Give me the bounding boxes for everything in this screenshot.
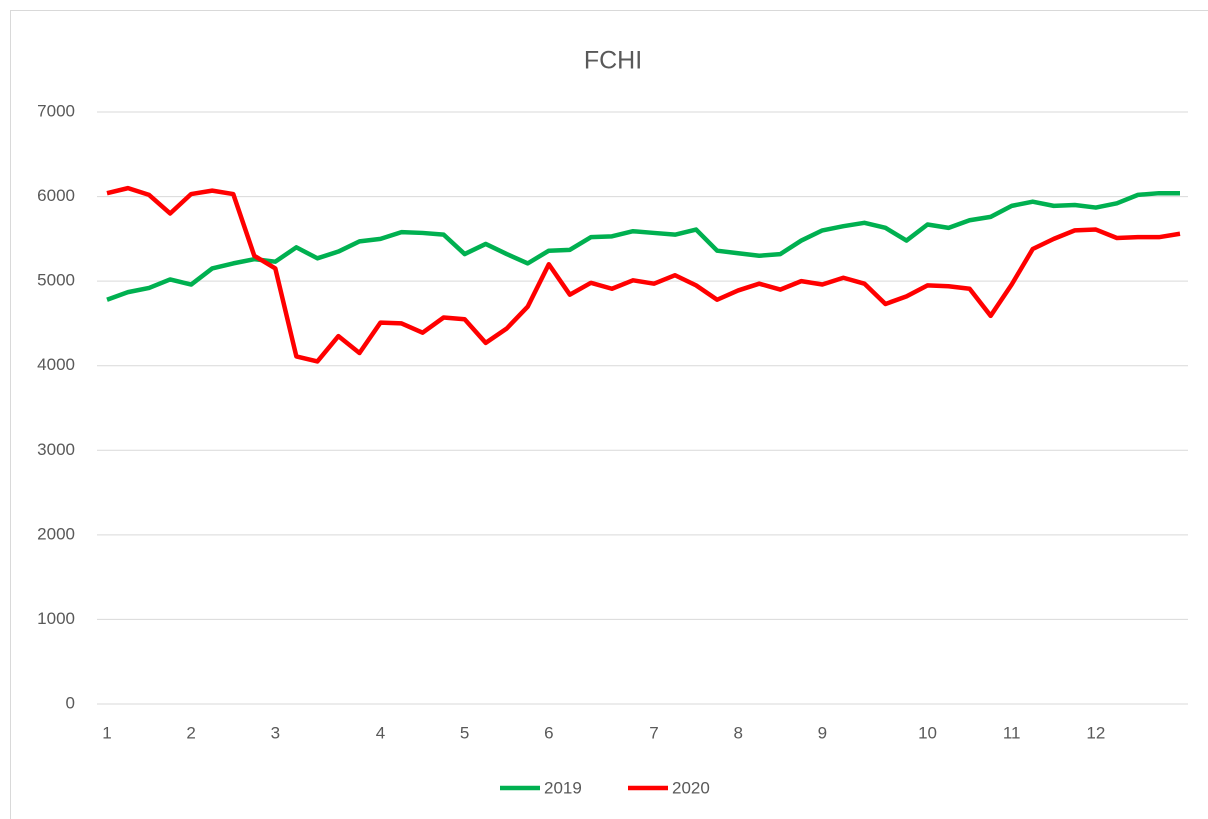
legend-label: 2020: [672, 778, 710, 797]
y-tick-label: 4000: [37, 355, 75, 374]
x-tick-label: 9: [818, 723, 827, 742]
x-tick-label: 11: [1003, 723, 1021, 742]
y-tick-label: 5000: [37, 271, 75, 290]
x-tick-label: 12: [1086, 723, 1105, 742]
x-tick-label: 7: [649, 723, 658, 742]
y-tick-label: 1000: [37, 609, 75, 628]
x-tick-label: 4: [376, 723, 385, 742]
x-tick-label: 2: [186, 723, 195, 742]
x-tick-label: 3: [271, 723, 280, 742]
y-tick-label: 2000: [37, 524, 75, 543]
legend-label: 2019: [544, 778, 582, 797]
x-tick-label: 10: [918, 723, 937, 742]
line-series: [106, 190, 1180, 302]
line-series: [106, 185, 1181, 364]
y-tick-label: 7000: [37, 101, 75, 120]
y-tick-label: 0: [66, 693, 75, 712]
x-tick-label: 5: [460, 723, 469, 742]
chart-title: FCHI: [584, 47, 642, 75]
x-tick-label: 1: [102, 723, 111, 742]
y-tick-label: 3000: [37, 440, 75, 459]
x-tick-label: 6: [544, 723, 553, 742]
x-tick-label: 8: [733, 723, 742, 742]
chart-border: [10, 10, 1208, 819]
y-tick-label: 6000: [37, 186, 75, 205]
